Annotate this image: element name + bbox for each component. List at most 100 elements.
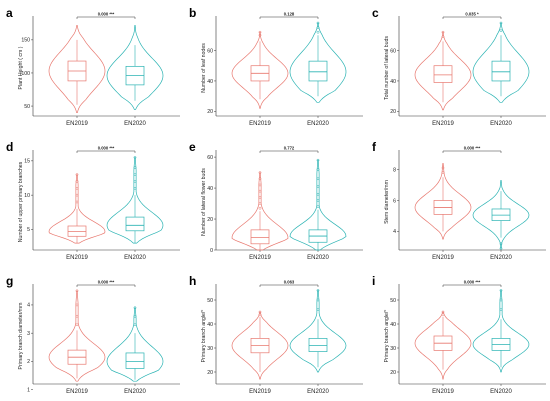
violin-en2019 [48, 174, 106, 244]
x-category-label: EN2020 [124, 255, 146, 261]
panel-c: c Total number of lateral buds 20 40 60 EN201… [366, 0, 549, 133]
x-category-label: EN2019 [432, 121, 454, 127]
outlier-point [499, 29, 503, 33]
outlier-point [499, 308, 503, 311]
outlier-point [499, 242, 503, 246]
outlier-point [316, 185, 320, 188]
outlier-point [75, 303, 79, 307]
outlier-point [316, 168, 320, 171]
panel-f-svg: f Stem diameter/mm4 6 8 EN2019 EN2020 0.000 **… [372, 140, 546, 261]
sig-label: 0.000 *** [98, 146, 115, 151]
outlier-point [133, 166, 137, 170]
violin-en2019 [231, 311, 289, 380]
y-tick-label: 40 [390, 79, 396, 85]
box-en2019 [433, 65, 453, 83]
outlier-point [499, 298, 503, 302]
outlier-point [258, 30, 262, 34]
panel-h: h Primary branch angle/° 20 30 40 50 EN2019 EN2… [183, 268, 366, 401]
y-tick-label: 100 [21, 71, 30, 77]
panel-letter: d [6, 140, 13, 154]
panel-letter: c [372, 6, 379, 20]
y-tick-label: 50 [207, 298, 213, 304]
x-category-label: EN2020 [307, 389, 329, 395]
y-tick-label: 30 [207, 346, 213, 352]
sig-label: 0.063 [284, 280, 295, 285]
y-tick-label: 4 [393, 229, 396, 235]
panel-b: b Number of leaf nodes 20 40 60 EN2019 EN2020 0… [183, 0, 366, 133]
y-axis-label: Primary branch angle/° [384, 310, 390, 363]
box-en2020 [491, 60, 511, 82]
panel-i: i Primary branch angle/° 20 30 40 50 EN2019 EN2… [366, 268, 549, 401]
y-axis-label: Total number of lateral buds [384, 36, 390, 100]
outlier-point [441, 30, 445, 34]
y-tick-label: 8 [393, 167, 396, 173]
y-tick-label: 4 [27, 303, 30, 309]
y-axis-label: Number of upper primary branches [18, 161, 24, 242]
sig-label: 0.000 *** [98, 280, 115, 285]
x-category-label: EN2020 [490, 121, 512, 127]
x-category-label: EN2020 [490, 389, 512, 395]
panel-letter: f [372, 140, 377, 154]
outlier-point [441, 171, 445, 174]
violin-en2020 [289, 22, 347, 103]
panel-letter: a [6, 6, 13, 20]
x-category-label: EN2019 [249, 121, 271, 127]
y-tick-label: 20 [390, 109, 396, 115]
sig-label: 0.000 *** [98, 12, 115, 17]
sig-label: 0.000 *** [464, 280, 481, 285]
outlier-point [316, 177, 320, 181]
panel-g-svg: g Primary branch diameter/mm 1 2 3 4 EN2019 EN2… [6, 274, 180, 395]
outlier-point [75, 314, 79, 318]
outlier-point [316, 158, 320, 162]
box-en2020 [308, 60, 328, 82]
panel-e: e Number of lateral flower buds 0 20 40 60 EN2… [183, 134, 366, 267]
y-tick-label: 15 [24, 159, 30, 165]
sig-label: 0.035 * [465, 12, 479, 17]
box-en2020 [308, 338, 328, 352]
panel-letter: e [189, 140, 196, 154]
y-tick-label: 50 [24, 104, 30, 110]
outlier-point [133, 180, 137, 183]
violin-en2019 [48, 290, 106, 382]
y-tick-label: 20 [390, 370, 396, 376]
outlier-point [133, 323, 137, 327]
outlier-point [258, 171, 262, 174]
panel-g: g Primary branch diameter/mm 1 2 3 4 EN2019 EN2… [0, 268, 183, 401]
x-category-label: EN2019 [432, 389, 454, 395]
outlier-point [316, 289, 320, 292]
outlier-point [316, 192, 320, 196]
violin-en2020 [289, 290, 347, 373]
box-en2020 [125, 216, 145, 232]
y-tick-label: 60 [390, 48, 396, 54]
outlier-point [258, 183, 262, 187]
x-category-label: EN2019 [66, 121, 88, 127]
y-tick-label: 40 [207, 322, 213, 328]
violin-en2020 [106, 24, 164, 110]
x-category-label: EN2020 [490, 255, 512, 261]
y-tick-label: 1 [27, 387, 30, 393]
x-category-label: EN2020 [124, 389, 146, 395]
violin-en2019 [231, 31, 289, 109]
outlier-point [258, 189, 262, 193]
outlier-point [441, 310, 445, 314]
y-tick-label: 40 [207, 186, 213, 192]
violin-en2020 [472, 22, 530, 103]
y-tick-label: 40 [390, 322, 396, 328]
panel-letter: b [189, 6, 196, 20]
violin-en2019 [48, 24, 106, 114]
outlier-point [258, 202, 262, 205]
violin-en2019 [414, 162, 472, 240]
panel-b-svg: b Number of leaf nodes 20 40 60 EN2019 EN2020 0… [189, 6, 363, 127]
panel-e-svg: e Number of lateral flower buds 0 20 40 60 EN2… [189, 140, 363, 261]
x-category-label: EN2019 [66, 255, 88, 261]
outlier-point [316, 298, 320, 302]
outlier-point [133, 186, 137, 190]
box-en2020 [125, 352, 145, 369]
outlier-point [499, 247, 503, 250]
box-en2019 [250, 229, 270, 245]
y-tick-label: 60 [207, 48, 213, 54]
y-tick-label: 6 [393, 198, 396, 204]
panel-d-svg: d Number of upper primary branches 5 10 15 EN… [6, 140, 180, 261]
sig-label: 0.000 *** [464, 146, 481, 151]
y-axis-label: Number of lateral flower buds [201, 168, 207, 236]
